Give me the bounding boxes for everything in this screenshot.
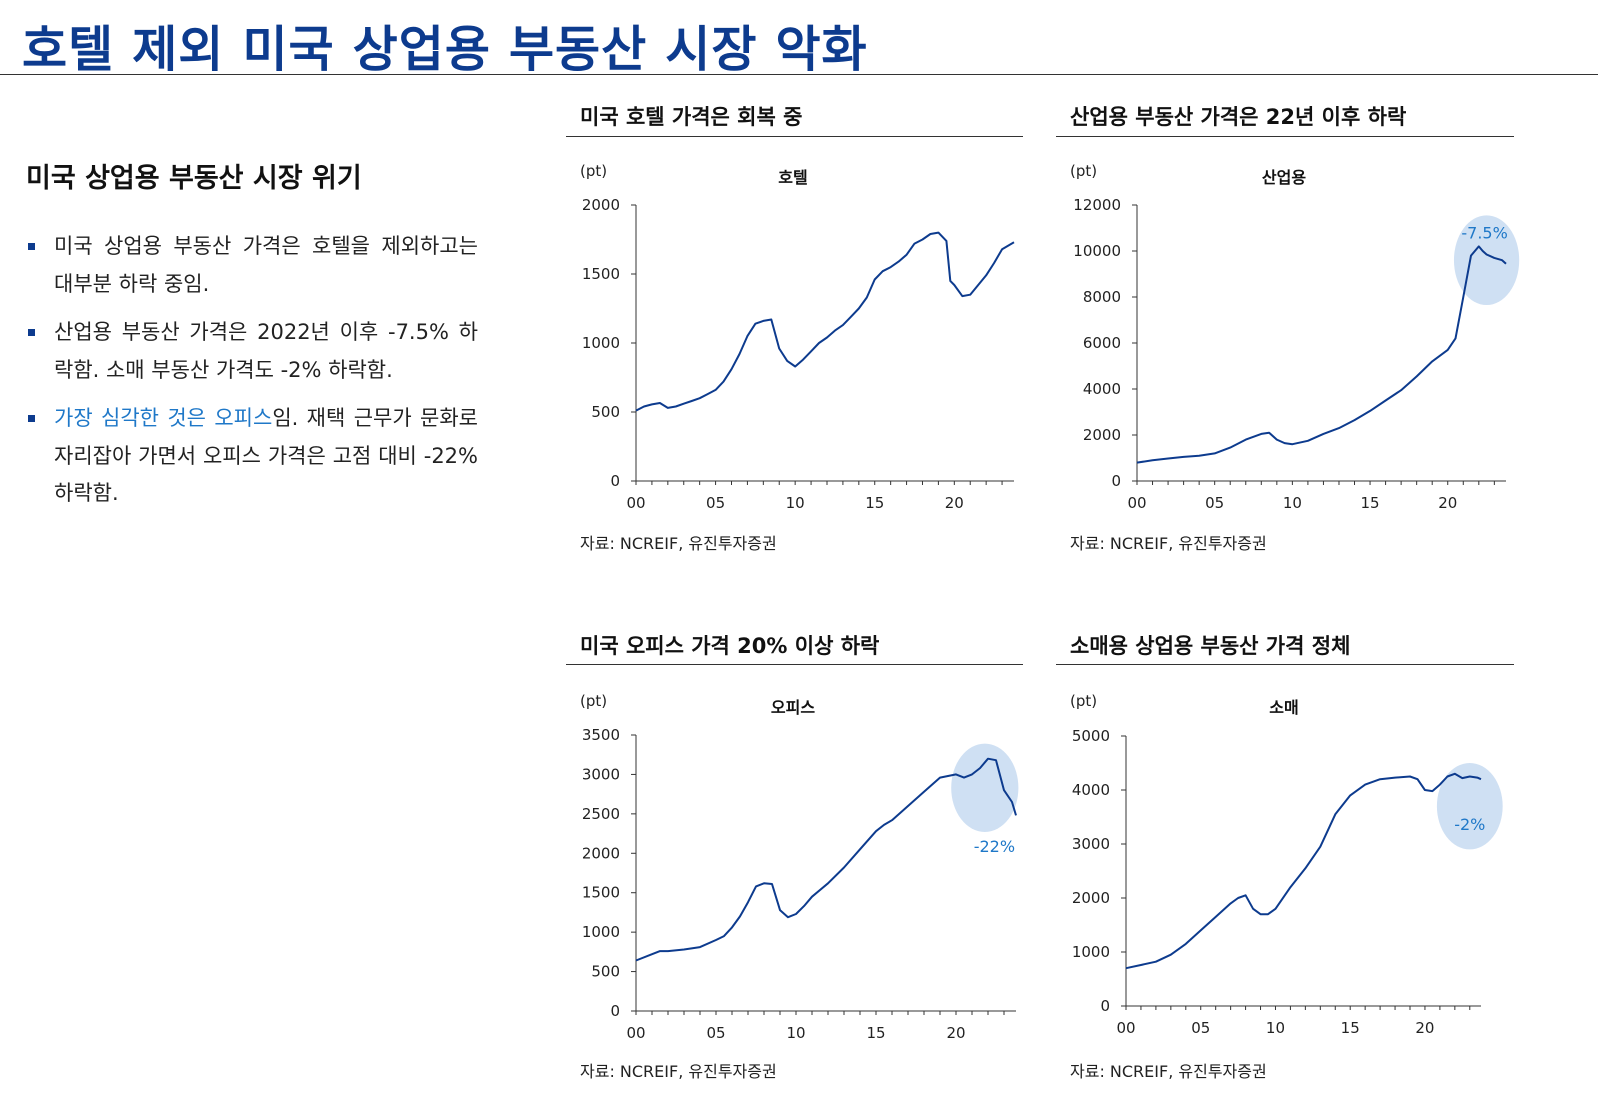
bullet-list: 미국 상업용 부동산 가격은 호텔을 제외하고는 대부분 하락 중임. 산업용 … — [26, 228, 478, 524]
y-tick-label: 2000 — [582, 844, 620, 862]
y-tick-label: 2000 — [1083, 426, 1121, 444]
x-tick-label: 00 — [1116, 1019, 1135, 1037]
x-tick-label: 05 — [706, 1024, 725, 1042]
highlight-ellipse — [1436, 763, 1503, 850]
bullet-text: 미국 상업용 부동산 가격은 호텔을 제외하고는 대부분 하락 중임. — [54, 234, 478, 296]
page-title: 호텔 제외 미국 상업용 부동산 시장 악화 — [22, 21, 868, 78]
y-tick-label: 0 — [610, 472, 620, 490]
panel-divider — [1056, 664, 1514, 665]
source-note: 자료: NCREIF, 유진투자증권 — [580, 1062, 777, 1081]
panel-divider — [566, 136, 1023, 137]
y-tick-label: 2000 — [1072, 889, 1110, 907]
panel-title-industrial: 산업용 부동산 가격은 22년 이후 하락 — [1070, 105, 1407, 129]
source-note: 자료: NCREIF, 유진투자증권 — [1070, 1062, 1267, 1081]
y-tick-label: 12000 — [1073, 196, 1121, 214]
x-tick-label: 10 — [786, 494, 805, 512]
chart-office: (pt) 오피스 0 500 1000 1500 2000 2500 3000 3500 00 05 1… — [580, 692, 1019, 1042]
panel-divider — [566, 664, 1023, 665]
x-tick-label: 00 — [1127, 494, 1146, 512]
y-tick-label: 500 — [591, 963, 620, 981]
x-tick-label: 15 — [866, 1024, 885, 1042]
x-tick-label: 20 — [946, 1024, 965, 1042]
y-tick-label: 2500 — [582, 805, 620, 823]
x-tick-label: 00 — [626, 1024, 645, 1042]
y-tick-label: 1500 — [582, 884, 620, 902]
annotation-label: -2% — [1454, 815, 1485, 834]
highlight-ellipse — [1453, 215, 1520, 306]
highlight-ellipse — [951, 743, 1019, 832]
chart-title: 소매 — [1269, 698, 1298, 717]
x-tick-label: 05 — [1191, 1019, 1210, 1037]
x-tick-label: 15 — [1361, 494, 1380, 512]
bullet-item: 미국 상업용 부동산 가격은 호텔을 제외하고는 대부분 하락 중임. — [26, 228, 478, 303]
y-tick-label: 1000 — [582, 334, 620, 352]
x-tick-label: 15 — [1341, 1019, 1360, 1037]
x-tick-label: 10 — [1283, 494, 1302, 512]
x-tick-label: 10 — [786, 1024, 805, 1042]
chart-retail: (pt) 소매 0 1000 2000 3000 4000 5000 00 05 10 15 20 -2% — [1070, 692, 1503, 1037]
y-tick-label: 2000 — [582, 196, 620, 214]
series-line — [635, 757, 1017, 962]
series-line — [635, 231, 1015, 412]
y-tick-label: 0 — [610, 1002, 620, 1020]
annotation-label: -22% — [974, 837, 1015, 856]
y-tick-label: 4000 — [1072, 781, 1110, 799]
x-tick-label: 20 — [1438, 494, 1457, 512]
bullet-highlight-text: 가장 심각한 것은 오피스 — [54, 406, 273, 430]
y-tick-label: 0 — [1100, 997, 1110, 1015]
y-tick-label: 3500 — [582, 726, 620, 744]
chart-title: 오피스 — [771, 698, 815, 717]
y-tick-label: 6000 — [1083, 334, 1121, 352]
x-tick-label: 20 — [945, 494, 964, 512]
series-line — [1136, 245, 1507, 464]
panel-divider — [1056, 136, 1514, 137]
x-tick-label: 05 — [706, 494, 725, 512]
panel-title-hotel: 미국 호텔 가격은 회복 중 — [580, 105, 803, 129]
section-heading: 미국 상업용 부동산 시장 위기 — [26, 163, 362, 194]
x-tick-label: 15 — [865, 494, 884, 512]
bullet-text: 임. 재택 근무가 문화로 자리잡아 가면서 오피스 가격은 고점 대비 -22… — [54, 406, 478, 505]
chart-hotel: (pt) 호텔 0 500 1000 1500 2000 00 05 10 15 20 — [580, 162, 1015, 512]
y-tick-label: 3000 — [1072, 835, 1110, 853]
x-tick-label: 05 — [1205, 494, 1224, 512]
bullet-square-icon — [28, 243, 35, 250]
y-tick-label: 1500 — [582, 265, 620, 283]
y-tick-label: 0 — [1111, 472, 1121, 490]
source-note: 자료: NCREIF, 유진투자증권 — [1070, 534, 1267, 553]
chart-industrial: (pt) 산업용 0 2000 4000 6000 8000 10000 12000 00 05 10… — [1070, 162, 1520, 512]
series-line — [1125, 772, 1482, 970]
bullet-square-icon — [28, 415, 35, 422]
chart-title: 호텔 — [778, 168, 807, 187]
panel-title-office: 미국 오피스 가격 20% 이상 하락 — [580, 634, 880, 658]
x-tick-label: 00 — [626, 494, 645, 512]
y-axis-unit-label: (pt) — [580, 162, 607, 180]
x-tick-label: 20 — [1415, 1019, 1434, 1037]
bullet-item: 가장 심각한 것은 오피스임. 재택 근무가 문화로 자리잡아 가면서 오피스 … — [26, 400, 478, 513]
source-note: 자료: NCREIF, 유진투자증권 — [580, 534, 777, 553]
y-tick-label: 4000 — [1083, 380, 1121, 398]
chart-title: 산업용 — [1262, 168, 1306, 187]
y-tick-label: 1000 — [1072, 943, 1110, 961]
y-tick-label: 3000 — [582, 765, 620, 783]
panel-title-retail: 소매용 상업용 부동산 가격 정체 — [1070, 634, 1351, 658]
y-tick-label: 1000 — [582, 923, 620, 941]
x-tick-label: 10 — [1266, 1019, 1285, 1037]
y-axis-unit-label: (pt) — [580, 692, 607, 710]
y-axis-unit-label: (pt) — [1070, 692, 1097, 710]
title-divider — [0, 74, 1598, 75]
y-tick-label: 10000 — [1073, 242, 1121, 260]
y-tick-label: 500 — [591, 403, 620, 421]
annotation-label: -7.5% — [1461, 223, 1507, 242]
bullet-text: 산업용 부동산 가격은 2022년 이후 -7.5% 하락함. 소매 부동산 가… — [54, 320, 478, 382]
y-axis-unit-label: (pt) — [1070, 162, 1097, 180]
y-tick-label: 5000 — [1072, 727, 1110, 745]
bullet-square-icon — [28, 329, 35, 336]
bullet-item: 산업용 부동산 가격은 2022년 이후 -7.5% 하락함. 소매 부동산 가… — [26, 314, 478, 389]
y-tick-label: 8000 — [1083, 288, 1121, 306]
